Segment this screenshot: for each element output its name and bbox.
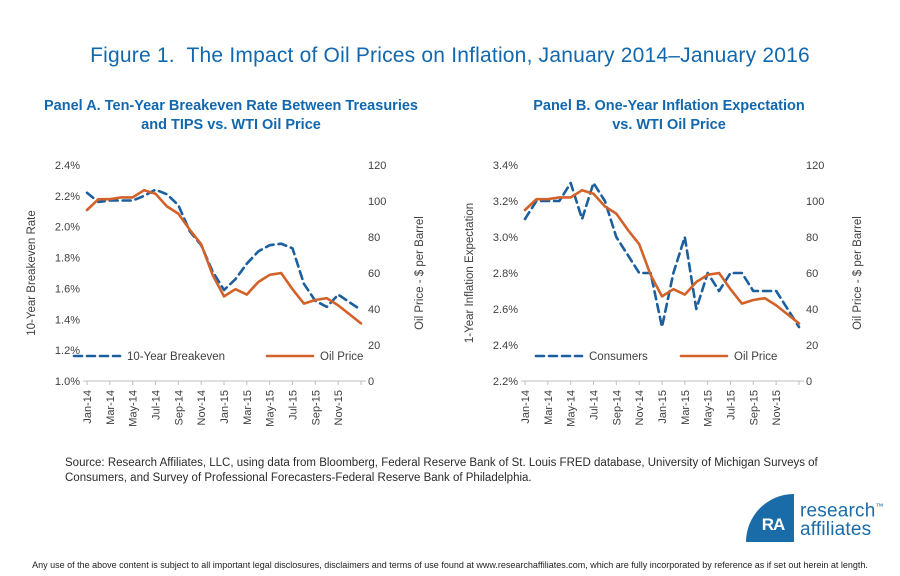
right-axis-tick-label: 80 xyxy=(806,232,818,244)
source-note-line1: Source: Research Affiliates, LLC, using … xyxy=(65,457,818,469)
source-note-line2: Consumers, and Survey of Professional Fo… xyxy=(65,472,532,484)
legend-label: 10-Year Breakeven xyxy=(127,351,225,363)
right-axis-tick-label: 60 xyxy=(368,268,380,280)
x-axis-tick-label: Sep-15 xyxy=(748,390,760,425)
panel-b-title: Panel B. One-Year Inflation Expectation … xyxy=(453,97,885,141)
left-axis-tick-label: 2.8% xyxy=(493,268,518,280)
right-axis-tick-label: 40 xyxy=(806,304,818,316)
logo-monogram: RA xyxy=(762,515,785,534)
x-axis-tick-label: Sep-14 xyxy=(611,390,623,425)
x-axis-tick-label: May-14 xyxy=(566,390,578,427)
panel-a-title-line2: and TIPS vs. WTI Oil Price xyxy=(141,117,321,133)
x-axis-tick-label: May-14 xyxy=(128,390,140,427)
left-axis-tick-label: 3.2% xyxy=(493,196,518,208)
panel-a-title-line1: Panel A. Ten-Year Breakeven Rate Between… xyxy=(44,98,418,114)
left-axis-tick-label: 2.2% xyxy=(493,376,518,388)
research-affiliates-logo: RA research™ affiliates xyxy=(746,494,884,542)
left-axis-tick-label: 3.4% xyxy=(493,160,518,172)
panel-a-title: Panel A. Ten-Year Breakeven Rate Between… xyxy=(15,97,447,141)
right-axis-tick-label: 0 xyxy=(368,376,374,388)
left-axis-title: 1-Year Inflation Expectation xyxy=(464,203,476,343)
right-axis-tick-label: 60 xyxy=(806,268,818,280)
x-axis-tick-label: Mar-14 xyxy=(105,390,117,425)
x-axis-tick-label: Sep-14 xyxy=(173,390,185,425)
logo-word-research: research xyxy=(800,500,876,522)
panel-b: Panel B. One-Year Inflation Expectation … xyxy=(453,97,885,452)
x-axis-tick-label: Jul-15 xyxy=(288,390,300,420)
x-axis-tick-label: Mar-15 xyxy=(680,390,692,425)
left-axis-tick-label: 1.2% xyxy=(55,345,80,357)
source-note: Source: Research Affiliates, LLC, using … xyxy=(65,456,865,486)
logo-word-affiliates: affiliates xyxy=(800,519,872,541)
x-axis-tick-label: Nov-14 xyxy=(634,390,646,425)
panel-b-chart: 3.4% 3.2% 3.0% 2.8% 2.6% 2.4% 2.2% 120 100 80 60 40… xyxy=(453,147,885,452)
right-axis-tick-label: 120 xyxy=(368,160,386,172)
logo-mark-icon: RA xyxy=(746,494,794,542)
logo-wordmark: research™ affiliates xyxy=(800,497,884,539)
left-axis-tick-label: 1.0% xyxy=(55,376,80,388)
x-axis-tick-label: May-15 xyxy=(703,390,715,427)
left-axis-tick-label: 2.4% xyxy=(493,340,518,352)
right-axis-tick-label: 0 xyxy=(806,376,812,388)
panel-a-chart: 2.4% 2.2% 2.0% 1.8% 1.6% 1.4% 1.2% 1.0% 120 100 80… xyxy=(15,147,447,452)
right-axis-tick-label: 120 xyxy=(806,160,824,172)
x-axis-tick-label: Nov-15 xyxy=(771,390,783,425)
logo-trademark: ™ xyxy=(875,501,884,511)
chart-svg: 2.4% 2.2% 2.0% 1.8% 1.6% 1.4% 1.2% 1.0% 120 100 80… xyxy=(26,160,426,427)
chart-svg: 3.4% 3.2% 3.0% 2.8% 2.6% 2.4% 2.2% 120 100 80 60 40… xyxy=(464,160,864,427)
x-axis-tick-label: Nov-14 xyxy=(196,390,208,425)
legend-label: Oil Price xyxy=(734,351,777,363)
left-axis-tick-label: 2.6% xyxy=(493,304,518,316)
left-axis-tick-label: 2.2% xyxy=(55,191,80,203)
left-axis-tick-label: 1.8% xyxy=(55,253,80,265)
x-axis-tick-label: Jul-14 xyxy=(589,390,601,420)
figure-title: Figure 1. The Impact of Oil Prices on In… xyxy=(90,44,810,67)
legend-label: Oil Price xyxy=(320,351,363,363)
right-axis-tick-label: 20 xyxy=(368,340,380,352)
right-axis-tick-label: 40 xyxy=(368,304,380,316)
x-axis-tick-label: Mar-14 xyxy=(543,390,555,425)
left-axis-title: 10-Year Breakeven Rate xyxy=(26,210,38,336)
panel-b-title-line2: vs. WTI Oil Price xyxy=(612,117,726,133)
series-line-dashed xyxy=(523,181,801,329)
left-axis-tick-label: 3.0% xyxy=(493,232,518,244)
series-line-solid xyxy=(523,188,801,325)
right-axis-tick-label: 100 xyxy=(368,196,386,208)
left-axis-tick-label: 1.4% xyxy=(55,314,80,326)
panel-a: Panel A. Ten-Year Breakeven Rate Between… xyxy=(15,97,447,452)
legal-footer: Any use of the above content is subject … xyxy=(32,560,868,570)
x-axis-tick-label: May-15 xyxy=(265,390,277,427)
x-axis-tick-label: Jul-14 xyxy=(151,390,163,420)
legend-label: Consumers xyxy=(589,351,648,363)
right-axis-title: Oil Price - $ per Barrel xyxy=(852,216,864,330)
series-line-solid xyxy=(85,188,363,325)
x-axis-tick-label: Nov-15 xyxy=(333,390,345,425)
x-axis-tick-label: Jan-14 xyxy=(82,390,94,424)
x-axis-tick-label: Sep-15 xyxy=(310,390,322,425)
x-axis-tick-label: Jan-15 xyxy=(219,390,231,424)
right-axis-tick-label: 20 xyxy=(806,340,818,352)
panel-b-title-line1: Panel B. One-Year Inflation Expectation xyxy=(533,98,805,114)
left-axis-tick-label: 2.0% xyxy=(55,222,80,234)
x-axis-tick-label: Jan-14 xyxy=(520,390,532,424)
right-axis-title: Oil Price - $ per Barrel xyxy=(414,216,426,330)
x-axis-tick-label: Mar-15 xyxy=(242,390,254,425)
left-axis-tick-label: 2.4% xyxy=(55,160,80,172)
right-axis-tick-label: 80 xyxy=(368,232,380,244)
series-line-dashed xyxy=(85,188,363,312)
left-axis-tick-label: 1.6% xyxy=(55,283,80,295)
x-axis-tick-label: Jan-15 xyxy=(657,390,669,424)
right-axis-tick-label: 100 xyxy=(806,196,824,208)
x-axis-tick-label: Jul-15 xyxy=(726,390,738,420)
